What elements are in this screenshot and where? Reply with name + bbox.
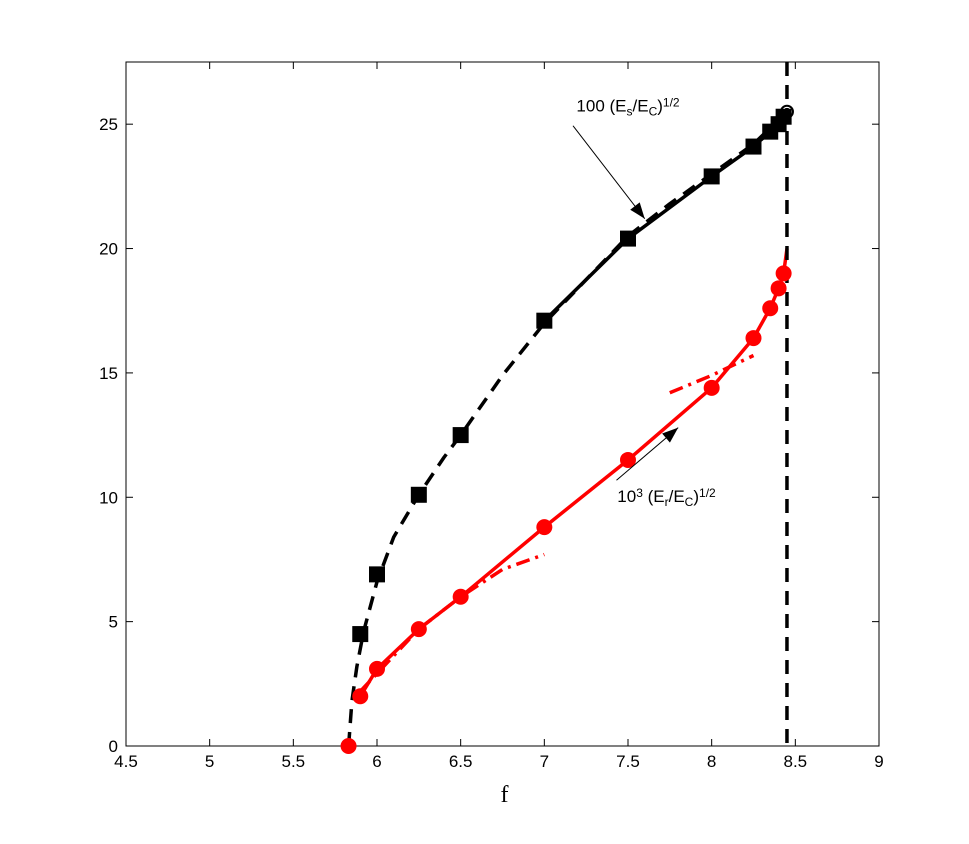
x-tick-label: 6 xyxy=(372,752,381,771)
x-axis-label: f xyxy=(501,782,509,808)
y-tick-label: 5 xyxy=(109,613,118,632)
annotation-arrowhead-1 xyxy=(662,427,679,443)
data-point-square xyxy=(745,138,762,155)
data-point-square xyxy=(703,168,720,185)
x-tick-label: 5.5 xyxy=(282,752,306,771)
y-tick-label: 20 xyxy=(99,240,118,259)
x-tick-label: 6.5 xyxy=(449,752,473,771)
x-tick-label: 8.5 xyxy=(784,752,808,771)
annotation-label-0: 100 (Es/EC)1/2 xyxy=(576,95,680,118)
annotation-arrow-line-0 xyxy=(572,125,646,220)
x-tick-label: 8 xyxy=(707,752,716,771)
y-tick-label: 10 xyxy=(99,488,118,507)
data-point-square xyxy=(410,486,427,503)
data-point-circle xyxy=(775,265,792,282)
data-point-open-circle xyxy=(779,104,794,119)
data-point-circle xyxy=(410,621,427,638)
data-point-square xyxy=(620,230,636,247)
y-tick-label: 25 xyxy=(99,115,118,134)
annotation-arrowhead-0 xyxy=(630,202,645,219)
plot-area-frame xyxy=(125,61,880,747)
data-point-square xyxy=(352,626,369,643)
data-point-circle xyxy=(762,300,779,317)
y-tick-label: 0 xyxy=(109,737,118,756)
x-tick-label: 7.5 xyxy=(616,752,640,771)
data-point-circle xyxy=(452,588,469,605)
data-point-square xyxy=(452,427,469,444)
x-tick-label: 7 xyxy=(540,752,549,771)
data-point-square xyxy=(369,566,385,583)
x-tick-label: 5 xyxy=(205,752,214,771)
data-point-circle xyxy=(770,280,787,297)
y-tick-label: 15 xyxy=(99,364,118,383)
data-point-circle xyxy=(340,738,357,754)
data-point-circle xyxy=(745,330,762,347)
data-point-circle xyxy=(352,688,369,705)
data-point-circle xyxy=(620,451,636,468)
x-tick-label: 4.5 xyxy=(114,752,138,771)
data-point-square xyxy=(536,312,553,329)
x-tick-label: 9 xyxy=(874,752,883,771)
series-line-2 xyxy=(346,110,789,746)
data-point-circle xyxy=(536,519,553,536)
data-point-circle xyxy=(369,660,385,677)
series-line-6 xyxy=(359,552,545,693)
annotation-label-1: 103 (Er/EC)1/2 xyxy=(617,486,716,509)
data-point-circle xyxy=(703,379,720,396)
